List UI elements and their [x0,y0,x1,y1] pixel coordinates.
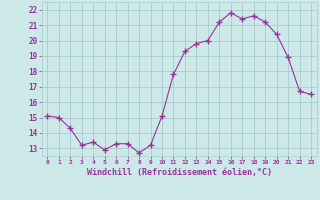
X-axis label: Windchill (Refroidissement éolien,°C): Windchill (Refroidissement éolien,°C) [87,168,272,177]
